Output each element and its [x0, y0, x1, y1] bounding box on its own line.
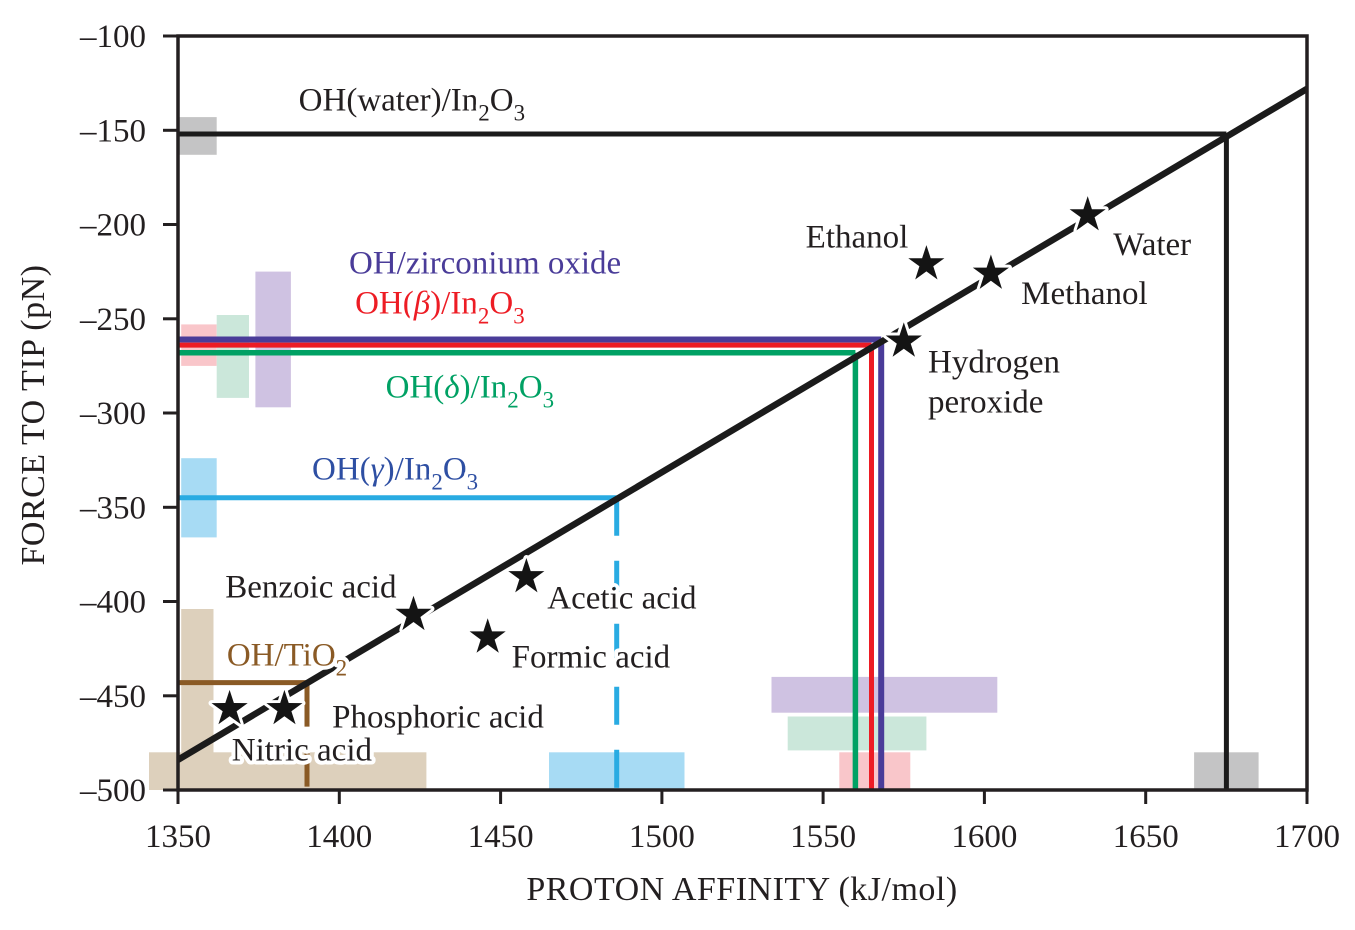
label-formic-acid: Formic acid	[512, 640, 671, 676]
x-tick-label: 1650	[1113, 819, 1179, 855]
label-oh-water-in2o3: OH(water)/In2O3	[299, 83, 525, 126]
star-phosphoric-acid	[263, 686, 306, 728]
y-tick-label: –100	[79, 19, 146, 55]
label-oh-gamma-in2o3: OH(γ)/In2O3	[312, 452, 478, 495]
x-tick-label: 1700	[1274, 819, 1340, 855]
x-axis-title: PROTON AFFINITY (kJ/mol)	[526, 871, 958, 908]
label-benzoic-acid: Benzoic acid	[225, 569, 397, 605]
x-tick-label: 1500	[629, 819, 695, 855]
calibration-line	[176, 86, 1309, 763]
x-tick-label: 1400	[306, 819, 372, 855]
y-tick-label: –500	[79, 773, 146, 809]
x-tick-label: 1350	[145, 819, 211, 855]
distribution-band-y	[216, 315, 249, 398]
label-acetic-acid: Acetic acid	[547, 581, 697, 617]
y-axis-title: FORCE TO TIP (pN)	[15, 264, 52, 566]
y-tick-label: –150	[79, 113, 146, 149]
x-tick-label: 1550	[790, 819, 856, 855]
label-phosphoric-acid: Phosphoric acid	[332, 699, 544, 735]
plot-border	[176, 34, 1309, 792]
star-water	[1066, 193, 1109, 234]
distribution-band-x	[839, 752, 911, 790]
label-water: Water	[1113, 227, 1191, 263]
distribution-band-x	[771, 676, 998, 713]
star-formic-acid	[466, 615, 509, 656]
label-oh-zirconium-oxide: OH/zirconium oxide	[349, 246, 621, 282]
label-nitric-acid: Nitric acid	[232, 732, 373, 768]
star-nitric-acid	[208, 686, 251, 728]
y-tick-label: –200	[79, 208, 146, 244]
label-ethanol: Ethanol	[806, 219, 909, 255]
label-oh-tio2: OH/TiO2	[227, 637, 347, 680]
star-hydrogen-peroxide	[882, 319, 925, 360]
y-tick-label: –400	[79, 585, 146, 621]
distribution-band-x	[149, 752, 427, 790]
x-tick-label: 1600	[951, 819, 1017, 855]
star-benzoic-acid	[392, 592, 435, 634]
y-tick-label: –250	[79, 302, 146, 338]
x-tick-label: 1450	[468, 819, 534, 855]
label-oh-beta-in2o3: OH(β)/In2O3	[355, 286, 525, 329]
star-acetic-acid	[505, 555, 548, 596]
y-tick-label: –300	[79, 396, 146, 432]
y-tick-label: –450	[79, 679, 146, 715]
label-methanol: Methanol	[1021, 276, 1147, 312]
label-oh-delta-in2o3: OH(δ)/In2O3	[386, 369, 555, 412]
star-methanol	[969, 251, 1012, 292]
label-hydrogen-peroxide: Hydrogen peroxide	[928, 345, 1060, 421]
star-ethanol	[905, 242, 948, 283]
y-tick-label: –350	[79, 490, 146, 526]
